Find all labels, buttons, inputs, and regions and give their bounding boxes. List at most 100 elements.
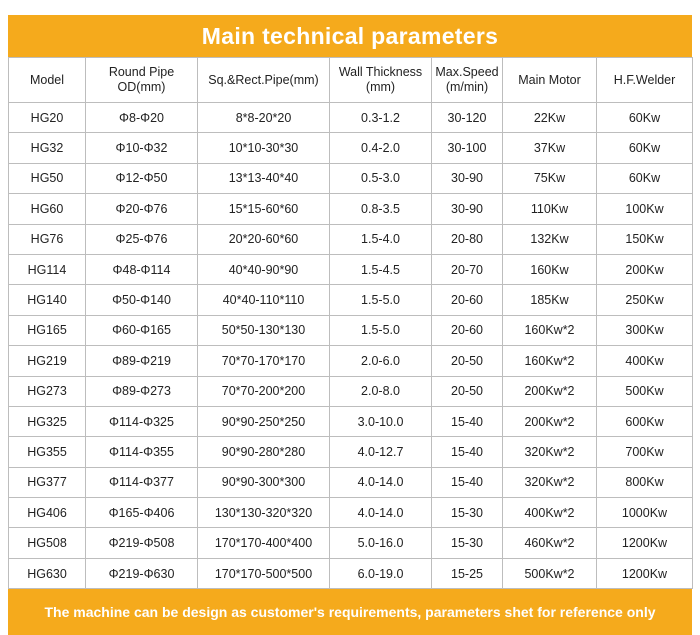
sheet-title: Main technical parameters bbox=[8, 15, 692, 57]
cell-model: HG273 bbox=[8, 375, 86, 407]
table-row: HG32 Φ10-Φ32 10*10-30*30 0.4-2.0 30-100 37Kw 6… bbox=[8, 132, 693, 164]
header-max-speed-label: Max.Speed (m/min) bbox=[435, 65, 499, 94]
cell-round-pipe: Φ114-Φ325 bbox=[85, 405, 198, 438]
cell-model: HG377 bbox=[8, 466, 86, 499]
cell-sq-rect-pipe: 90*90-280*280 bbox=[197, 436, 330, 468]
cell-model: HG114 bbox=[8, 253, 86, 286]
cell-max-speed: 20-60 bbox=[431, 314, 503, 347]
cell-wall-thickness: 4.0-14.0 bbox=[329, 466, 432, 499]
cell-main-motor: 22Kw bbox=[502, 101, 597, 134]
cell-max-speed: 20-50 bbox=[431, 345, 503, 377]
cell-round-pipe: Φ219-Φ508 bbox=[85, 527, 198, 559]
cell-main-motor: 75Kw bbox=[502, 162, 597, 195]
cell-main-motor: 500Kw*2 bbox=[502, 557, 597, 590]
table-row: HG219 Φ89-Φ219 70*70-170*170 2.0-6.0 20-50 16… bbox=[8, 345, 693, 377]
cell-hf-welder: 150Kw bbox=[596, 223, 693, 255]
cell-wall-thickness: 0.4-2.0 bbox=[329, 132, 432, 164]
cell-round-pipe: Φ48-Φ114 bbox=[85, 253, 198, 286]
cell-main-motor: 37Kw bbox=[502, 132, 597, 164]
cell-hf-welder: 60Kw bbox=[596, 101, 693, 134]
cell-round-pipe: Φ89-Φ219 bbox=[85, 345, 198, 377]
cell-sq-rect-pipe: 8*8-20*20 bbox=[197, 101, 330, 134]
cell-main-motor: 320Kw*2 bbox=[502, 436, 597, 468]
cell-model: HG165 bbox=[8, 314, 86, 347]
cell-max-speed: 15-30 bbox=[431, 527, 503, 559]
cell-max-speed: 30-90 bbox=[431, 162, 503, 195]
cell-wall-thickness: 0.3-1.2 bbox=[329, 101, 432, 134]
cell-sq-rect-pipe: 13*13-40*40 bbox=[197, 162, 330, 195]
footer-note: The machine can be design as customer's … bbox=[8, 589, 692, 635]
cell-model: HG60 bbox=[8, 193, 86, 225]
header-round-pipe: Round Pipe OD(mm) bbox=[85, 57, 198, 103]
cell-model: HG325 bbox=[8, 405, 86, 438]
cell-model: HG50 bbox=[8, 162, 86, 195]
header-round-pipe-label: Round Pipe OD(mm) bbox=[108, 65, 175, 94]
cell-model: HG406 bbox=[8, 497, 86, 529]
cell-main-motor: 185Kw bbox=[502, 284, 597, 316]
cell-hf-welder: 200Kw bbox=[596, 253, 693, 286]
cell-wall-thickness: 3.0-10.0 bbox=[329, 405, 432, 438]
cell-model: HG355 bbox=[8, 436, 86, 468]
table-row: HG630 Φ219-Φ630 170*170-500*500 6.0-19.0 15-… bbox=[8, 557, 693, 590]
cell-model: HG76 bbox=[8, 223, 86, 255]
cell-max-speed: 30-90 bbox=[431, 193, 503, 225]
cell-sq-rect-pipe: 50*50-130*130 bbox=[197, 314, 330, 347]
cell-wall-thickness: 4.0-14.0 bbox=[329, 497, 432, 529]
table-row: HG325 Φ114-Φ325 90*90-250*250 3.0-10.0 15-40… bbox=[8, 405, 693, 438]
parameters-sheet: Main technical parameters Model Round Pi… bbox=[8, 15, 693, 635]
header-hf-welder: H.F.Welder bbox=[596, 57, 693, 103]
cell-main-motor: 160Kw*2 bbox=[502, 345, 597, 377]
table-row: HG508 Φ219-Φ508 170*170-400*400 5.0-16.0 15-… bbox=[8, 527, 693, 559]
cell-max-speed: 20-80 bbox=[431, 223, 503, 255]
table-row: HG406 Φ165-Φ406 130*130-320*320 4.0-14.0 15-… bbox=[8, 497, 693, 529]
cell-main-motor: 320Kw*2 bbox=[502, 466, 597, 499]
cell-round-pipe: Φ165-Φ406 bbox=[85, 497, 198, 529]
cell-sq-rect-pipe: 170*170-500*500 bbox=[197, 557, 330, 590]
cell-main-motor: 200Kw*2 bbox=[502, 405, 597, 438]
header-wall-thickness: Wall Thickness (mm) bbox=[329, 57, 432, 103]
cell-wall-thickness: 1.5-4.5 bbox=[329, 253, 432, 286]
cell-main-motor: 200Kw*2 bbox=[502, 375, 597, 407]
cell-wall-thickness: 4.0-12.7 bbox=[329, 436, 432, 468]
cell-wall-thickness: 1.5-4.0 bbox=[329, 223, 432, 255]
cell-max-speed: 15-40 bbox=[431, 436, 503, 468]
cell-sq-rect-pipe: 15*15-60*60 bbox=[197, 193, 330, 225]
cell-hf-welder: 600Kw bbox=[596, 405, 693, 438]
cell-main-motor: 400Kw*2 bbox=[502, 497, 597, 529]
cell-hf-welder: 400Kw bbox=[596, 345, 693, 377]
cell-max-speed: 20-60 bbox=[431, 284, 503, 316]
cell-model: HG219 bbox=[8, 345, 86, 377]
cell-round-pipe: Φ60-Φ165 bbox=[85, 314, 198, 347]
cell-wall-thickness: 6.0-19.0 bbox=[329, 557, 432, 590]
table-row: HG140 Φ50-Φ140 40*40-110*110 1.5-5.0 20-60 18… bbox=[8, 284, 693, 316]
cell-model: HG508 bbox=[8, 527, 86, 559]
cell-round-pipe: Φ20-Φ76 bbox=[85, 193, 198, 225]
cell-hf-welder: 60Kw bbox=[596, 162, 693, 195]
cell-round-pipe: Φ50-Φ140 bbox=[85, 284, 198, 316]
table-row: HG165 Φ60-Φ165 50*50-130*130 1.5-5.0 20-60 16… bbox=[8, 314, 693, 347]
cell-round-pipe: Φ25-Φ76 bbox=[85, 223, 198, 255]
cell-max-speed: 15-30 bbox=[431, 497, 503, 529]
cell-round-pipe: Φ12-Φ50 bbox=[85, 162, 198, 195]
cell-hf-welder: 1200Kw bbox=[596, 557, 693, 590]
header-main-motor: Main Motor bbox=[502, 57, 597, 103]
cell-sq-rect-pipe: 170*170-400*400 bbox=[197, 527, 330, 559]
cell-wall-thickness: 2.0-8.0 bbox=[329, 375, 432, 407]
cell-main-motor: 160Kw bbox=[502, 253, 597, 286]
table-row: HG273 Φ89-Φ273 70*70-200*200 2.0-8.0 20-50 20… bbox=[8, 375, 693, 407]
cell-round-pipe: Φ114-Φ355 bbox=[85, 436, 198, 468]
cell-round-pipe: Φ114-Φ377 bbox=[85, 466, 198, 499]
cell-max-speed: 20-70 bbox=[431, 253, 503, 286]
cell-sq-rect-pipe: 70*70-170*170 bbox=[197, 345, 330, 377]
table-header-row: Model Round Pipe OD(mm) Sq.&Rect.Pipe(mm… bbox=[8, 57, 693, 103]
cell-hf-welder: 700Kw bbox=[596, 436, 693, 468]
cell-max-speed: 30-100 bbox=[431, 132, 503, 164]
cell-hf-welder: 60Kw bbox=[596, 132, 693, 164]
cell-round-pipe: Φ10-Φ32 bbox=[85, 132, 198, 164]
cell-wall-thickness: 1.5-5.0 bbox=[329, 314, 432, 347]
header-sq-rect-pipe: Sq.&Rect.Pipe(mm) bbox=[197, 57, 330, 103]
cell-wall-thickness: 1.5-5.0 bbox=[329, 284, 432, 316]
cell-wall-thickness: 0.5-3.0 bbox=[329, 162, 432, 195]
cell-max-speed: 20-50 bbox=[431, 375, 503, 407]
cell-round-pipe: Φ8-Φ20 bbox=[85, 101, 198, 134]
